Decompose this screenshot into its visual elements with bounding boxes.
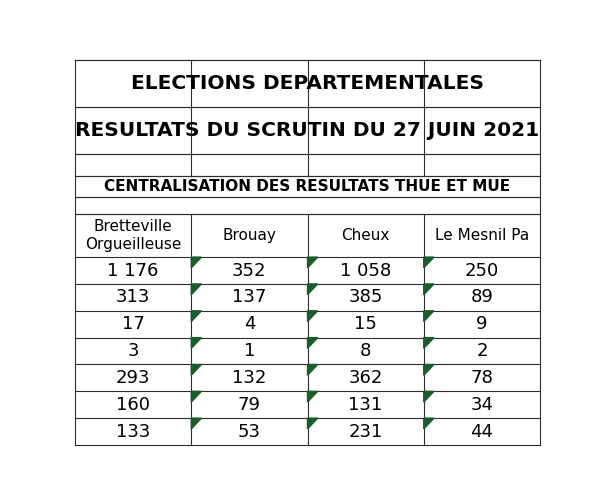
Polygon shape bbox=[424, 257, 434, 268]
Text: 89: 89 bbox=[470, 288, 493, 306]
Text: 15: 15 bbox=[354, 315, 377, 333]
Text: Brouay: Brouay bbox=[223, 228, 277, 243]
Text: 352: 352 bbox=[232, 262, 266, 280]
Polygon shape bbox=[424, 311, 434, 322]
Text: 4: 4 bbox=[244, 315, 255, 333]
Text: 1 176: 1 176 bbox=[107, 262, 159, 280]
Polygon shape bbox=[424, 418, 434, 429]
Polygon shape bbox=[191, 338, 202, 348]
Polygon shape bbox=[308, 338, 318, 348]
Polygon shape bbox=[424, 364, 434, 376]
Text: 34: 34 bbox=[470, 396, 493, 413]
Text: 131: 131 bbox=[349, 396, 383, 413]
Text: 8: 8 bbox=[360, 342, 371, 360]
Polygon shape bbox=[424, 284, 434, 294]
Text: 160: 160 bbox=[116, 396, 150, 413]
Text: 362: 362 bbox=[349, 369, 383, 387]
Text: Cheux: Cheux bbox=[341, 228, 390, 243]
Text: 17: 17 bbox=[122, 315, 145, 333]
Text: 44: 44 bbox=[470, 422, 493, 440]
Text: 78: 78 bbox=[470, 369, 493, 387]
Text: 9: 9 bbox=[476, 315, 488, 333]
Text: 250: 250 bbox=[465, 262, 499, 280]
Polygon shape bbox=[191, 257, 202, 268]
Text: 1: 1 bbox=[244, 342, 255, 360]
Polygon shape bbox=[308, 257, 318, 268]
Text: 293: 293 bbox=[116, 369, 151, 387]
Text: Bretteville
Orgueilleuse: Bretteville Orgueilleuse bbox=[85, 220, 181, 252]
Polygon shape bbox=[308, 418, 318, 429]
Polygon shape bbox=[191, 364, 202, 376]
Text: 3: 3 bbox=[127, 342, 139, 360]
Text: 133: 133 bbox=[116, 422, 151, 440]
Text: 132: 132 bbox=[232, 369, 266, 387]
Text: 231: 231 bbox=[349, 422, 383, 440]
Polygon shape bbox=[191, 284, 202, 294]
Text: 2: 2 bbox=[476, 342, 488, 360]
Polygon shape bbox=[308, 311, 318, 322]
Text: 79: 79 bbox=[238, 396, 261, 413]
Polygon shape bbox=[308, 284, 318, 294]
Polygon shape bbox=[308, 392, 318, 402]
Text: 137: 137 bbox=[232, 288, 266, 306]
Text: 53: 53 bbox=[238, 422, 261, 440]
Polygon shape bbox=[191, 311, 202, 322]
Polygon shape bbox=[191, 418, 202, 429]
Text: 1 058: 1 058 bbox=[340, 262, 391, 280]
Polygon shape bbox=[308, 364, 318, 376]
Text: CENTRALISATION DES RESULTATS THUE ET MUE: CENTRALISATION DES RESULTATS THUE ET MUE bbox=[104, 179, 511, 194]
Text: 385: 385 bbox=[349, 288, 383, 306]
Polygon shape bbox=[191, 392, 202, 402]
Polygon shape bbox=[424, 338, 434, 348]
Text: ELECTIONS DEPARTEMENTALES: ELECTIONS DEPARTEMENTALES bbox=[131, 74, 484, 93]
Text: RESULTATS DU SCRUTIN DU 27 JUIN 2021: RESULTATS DU SCRUTIN DU 27 JUIN 2021 bbox=[76, 121, 539, 140]
Text: Le Mesnil Pa: Le Mesnil Pa bbox=[435, 228, 529, 243]
Polygon shape bbox=[424, 392, 434, 402]
Text: 313: 313 bbox=[116, 288, 151, 306]
